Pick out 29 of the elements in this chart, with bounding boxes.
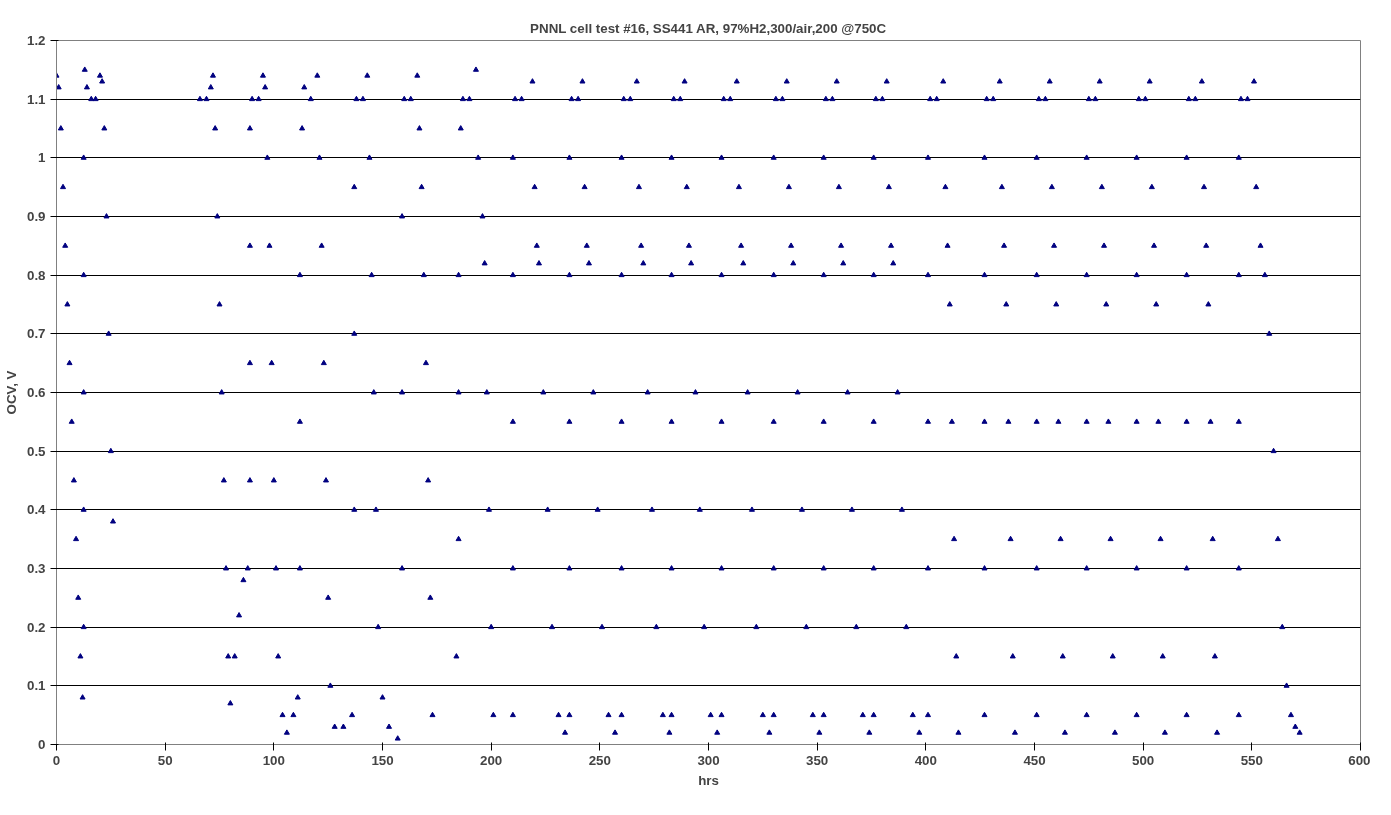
x-tick-label: 500: [1132, 752, 1155, 768]
x-tick-label: 150: [371, 752, 394, 768]
x-tick-label: 0: [52, 752, 61, 768]
x-tick-label: 350: [806, 752, 829, 768]
x-tick-label: 50: [157, 752, 173, 768]
y-tick-label: 0.1: [26, 678, 47, 694]
x-tick-label: 450: [1023, 752, 1046, 768]
y-tick-label: 1.2: [26, 33, 46, 48]
chart-title: PNNL cell test #16, SS441 AR, 97%H2,300/air,200 @750C: [530, 20, 887, 36]
x-axis-title: hrs: [698, 772, 719, 788]
x-tick-label: 250: [588, 752, 611, 768]
x-tick-label: 200: [480, 752, 503, 768]
x-tick-label: 300: [697, 752, 720, 768]
y-tick-label: 0.5: [26, 443, 47, 459]
x-tick-label: 550: [1240, 752, 1263, 768]
y-tick-label: 0.4: [26, 502, 47, 518]
y-tick-label: 1: [38, 150, 47, 166]
y-tick-label: 0.9: [26, 209, 46, 224]
y-tick-label: 0.6: [26, 385, 46, 400]
y-tick-label: 1.1: [26, 91, 47, 107]
x-tick-label: 600: [1348, 752, 1371, 768]
y-tick-label: 0.3: [26, 561, 46, 576]
y-tick-label: 0.2: [26, 619, 46, 635]
y-tick-label: 0.8: [26, 267, 46, 283]
y-axis-title: OCV, V: [3, 370, 19, 415]
y-tick-label: 0.7: [26, 326, 46, 342]
y-tick-label: 0: [38, 737, 46, 752]
x-tick-label: 400: [914, 752, 937, 768]
x-tick-label: 100: [262, 752, 285, 768]
